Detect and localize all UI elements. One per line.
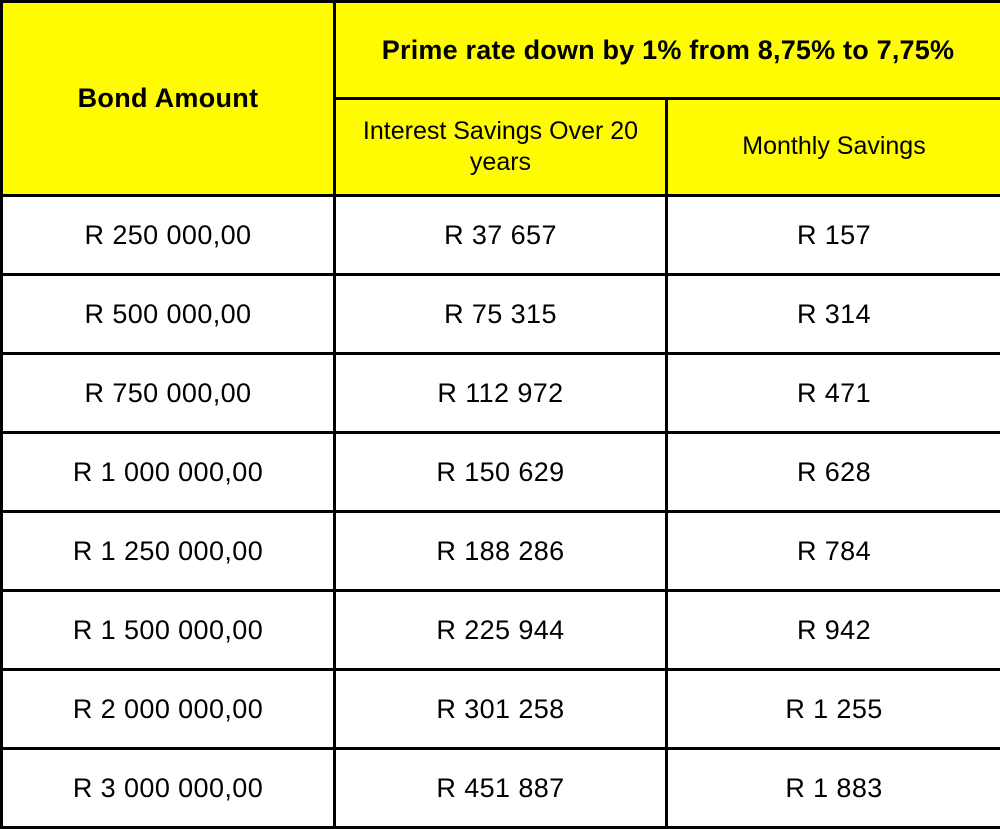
monthly-savings-cell: R 784: [667, 512, 1000, 591]
prime-rate-title: Prime rate down by 1% from 8,75% to 7,75…: [335, 2, 1000, 99]
monthly-savings-header-label: Monthly Savings: [742, 131, 925, 162]
monthly-savings-cell: R 942: [667, 591, 1000, 670]
interest-savings-cell: R 188 286: [335, 512, 667, 591]
bond-amount-cell: R 1 500 000,00: [2, 591, 335, 670]
bond-amount-cell: R 250 000,00: [2, 196, 335, 275]
interest-savings-cell: R 75 315: [335, 275, 667, 354]
header-row-title: Bond Amount Prime rate down by 1% from 8…: [2, 2, 1000, 99]
table-row: R 2 000 000,00 R 301 258 R 1 255: [2, 670, 1000, 749]
monthly-savings-cell: R 1 255: [667, 670, 1000, 749]
bond-amount-cell: R 2 000 000,00: [2, 670, 335, 749]
table-row: R 750 000,00 R 112 972 R 471: [2, 354, 1000, 433]
bond-amount-cell: R 1 250 000,00: [2, 512, 335, 591]
table-row: R 1 000 000,00 R 150 629 R 628: [2, 433, 1000, 512]
interest-savings-cell: R 225 944: [335, 591, 667, 670]
interest-savings-cell: R 37 657: [335, 196, 667, 275]
interest-savings-cell: R 150 629: [335, 433, 667, 512]
bond-amount-cell: R 500 000,00: [2, 275, 335, 354]
bond-amount-cell: R 1 000 000,00: [2, 433, 335, 512]
table-row: R 3 000 000,00 R 451 887 R 1 883: [2, 749, 1000, 828]
interest-savings-header: Interest Savings Over 20 years: [335, 99, 667, 196]
monthly-savings-cell: R 471: [667, 354, 1000, 433]
monthly-savings-cell: R 157: [667, 196, 1000, 275]
monthly-savings-cell: R 1 883: [667, 749, 1000, 828]
table-row: R 1 250 000,00 R 188 286 R 784: [2, 512, 1000, 591]
bond-amount-cell: R 750 000,00: [2, 354, 335, 433]
monthly-savings-cell: R 628: [667, 433, 1000, 512]
interest-savings-cell: R 112 972: [335, 354, 667, 433]
bond-amount-header: Bond Amount: [2, 2, 335, 196]
bond-amount-cell: R 3 000 000,00: [2, 749, 335, 828]
interest-savings-cell: R 301 258: [335, 670, 667, 749]
table-row: R 500 000,00 R 75 315 R 314: [2, 275, 1000, 354]
interest-savings-header-label: Interest Savings Over 20 years: [351, 116, 651, 179]
table-row: R 1 500 000,00 R 225 944 R 942: [2, 591, 1000, 670]
table-row: R 250 000,00 R 37 657 R 157: [2, 196, 1000, 275]
monthly-savings-cell: R 314: [667, 275, 1000, 354]
interest-savings-cell: R 451 887: [335, 749, 667, 828]
monthly-savings-header: Monthly Savings: [667, 99, 1000, 196]
